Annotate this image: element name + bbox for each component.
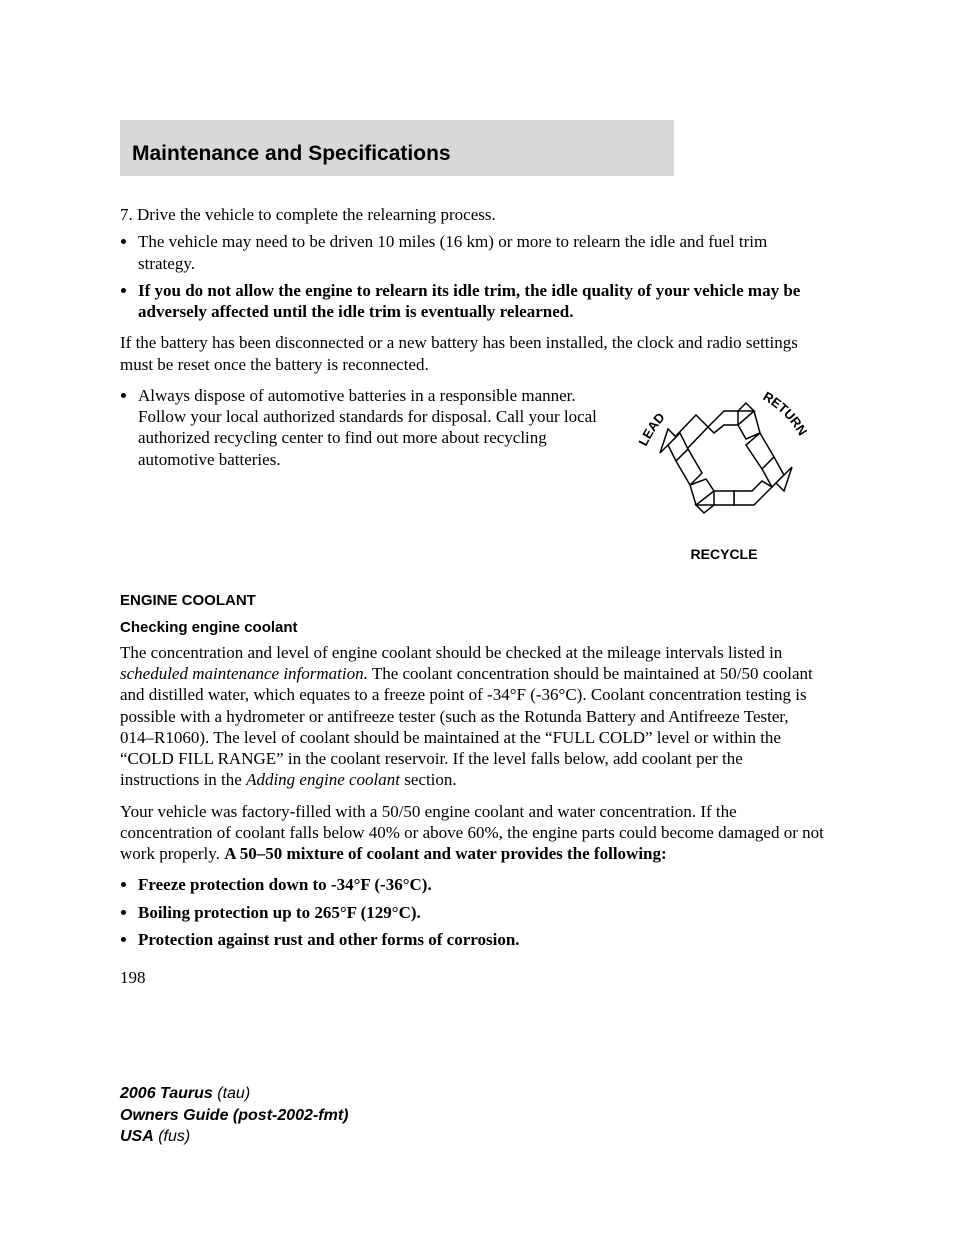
footer-region: USA — [120, 1128, 154, 1145]
dispose-bullet: Always dispose of automotive batteries i… — [138, 385, 604, 470]
footer-block: 2006 Taurus (tau) Owners Guide (post-200… — [120, 1083, 824, 1148]
coolant-p1-adding-ref: Adding engine coolant — [246, 770, 400, 789]
coolant-paragraph-2: Your vehicle was factory-filled with a 5… — [120, 801, 824, 865]
coolant-p2-b: A 50–50 mixture of coolant and water pro… — [224, 844, 666, 863]
recycle-icon: LEAD RETURN — [634, 385, 814, 535]
recycle-label-bottom: RECYCLE — [624, 546, 824, 562]
footer-region-code: (fus) — [154, 1128, 190, 1145]
footer-guide: Owners Guide (post-2002-fmt) — [120, 1107, 348, 1124]
recycle-graphic-col: LEAD RETURN RECYCLE — [624, 385, 824, 562]
post-step-bullets: The vehicle may need to be driven 10 mil… — [120, 231, 824, 322]
bullet-relearn-drive: The vehicle may need to be driven 10 mil… — [138, 231, 824, 274]
dispose-text-col: Always dispose of automotive batteries i… — [120, 385, 604, 562]
footer-line-2: Owners Guide (post-2002-fmt) — [120, 1105, 824, 1127]
page-number: 198 — [120, 968, 824, 988]
benefit-rust: Protection against rust and other forms … — [138, 929, 824, 950]
chapter-header-band: Maintenance and Specifications — [120, 120, 674, 176]
coolant-paragraph-1: The concentration and level of engine co… — [120, 642, 824, 791]
coolant-benefits-list: Freeze protection down to -34°F (-36°C).… — [120, 874, 824, 950]
bullet-idle-trim-warning: If you do not allow the engine to relear… — [138, 280, 824, 323]
benefit-boil: Boiling protection up to 265°F (129°C). — [138, 902, 824, 923]
coolant-p1-e: section. — [400, 770, 457, 789]
footer-model-code: (tau) — [213, 1085, 250, 1102]
dispose-row: Always dispose of automotive batteries i… — [120, 385, 824, 562]
benefit-freeze: Freeze protection down to -34°F (-36°C). — [138, 874, 824, 895]
coolant-p1-sched-ref: scheduled maintenance information. — [120, 664, 368, 683]
dispose-bullet-list: Always dispose of automotive batteries i… — [120, 385, 604, 470]
checking-coolant-subheading: Checking engine coolant — [120, 619, 824, 636]
step-7-text: 7. Drive the vehicle to complete the rel… — [120, 204, 824, 225]
footer-line-1: 2006 Taurus (tau) — [120, 1083, 824, 1105]
engine-coolant-heading: ENGINE COOLANT — [120, 592, 824, 609]
footer-line-3: USA (fus) — [120, 1126, 824, 1148]
manual-page: Maintenance and Specifications 7. Drive … — [0, 0, 954, 1208]
battery-reset-paragraph: If the battery has been disconnected or … — [120, 332, 824, 375]
coolant-p1-a: The concentration and level of engine co… — [120, 643, 782, 662]
footer-model: 2006 Taurus — [120, 1085, 213, 1102]
chapter-title: Maintenance and Specifications — [132, 142, 662, 166]
recycle-label-return: RETURN — [761, 388, 811, 437]
